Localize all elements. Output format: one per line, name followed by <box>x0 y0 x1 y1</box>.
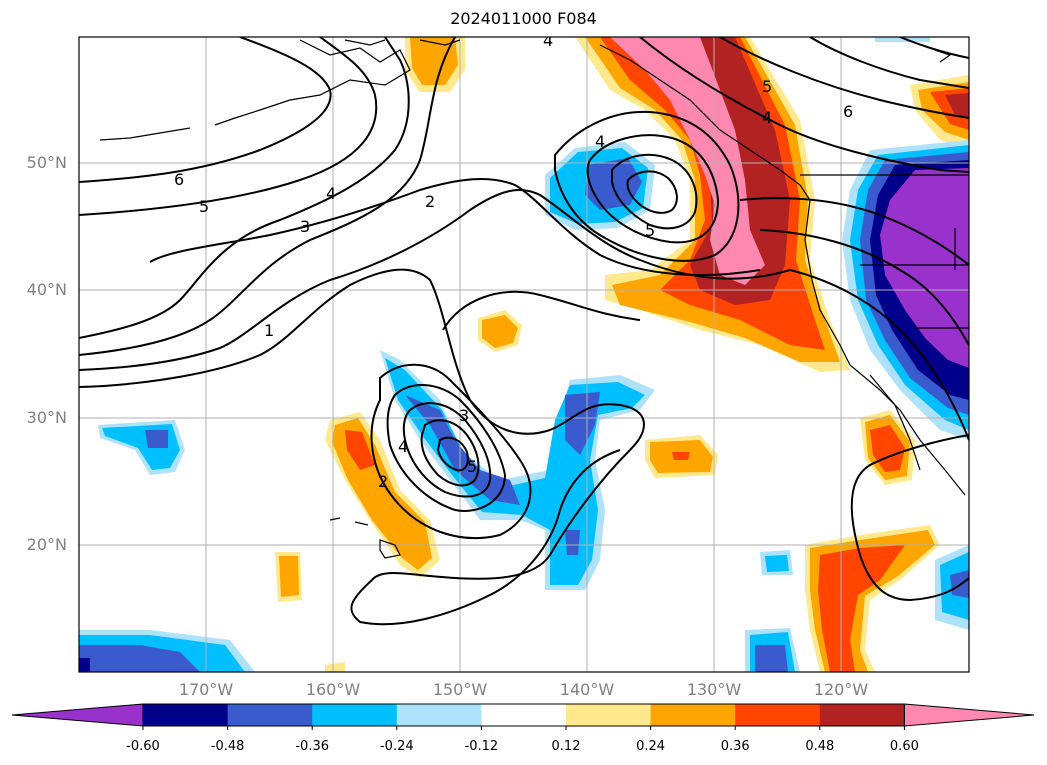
lon-label-140w: 140°W <box>559 680 615 699</box>
colorbar-segment <box>819 704 905 726</box>
lat-label-50n: 50°N <box>26 153 67 172</box>
positive-anomaly-north <box>405 37 465 92</box>
contour-label: 3 <box>300 217 310 236</box>
map-plot-area: 6 5 4 3 2 1 4 5 4 3 2 5 6 4 5 3 4 <box>79 31 969 672</box>
colorbar-label: 0.60 <box>889 739 919 754</box>
colorbar-label: -0.24 <box>379 739 414 754</box>
contour-label: 5 <box>762 77 772 96</box>
contour-label: 5 <box>645 221 655 240</box>
colorbar-label: -0.36 <box>295 739 330 754</box>
contour-label: 4 <box>543 31 553 50</box>
colorbar-extend-low <box>11 703 144 727</box>
colorbar-label: -0.48 <box>210 739 245 754</box>
positive-anomaly-hawaii <box>325 412 440 578</box>
contour-label: 5 <box>199 197 209 216</box>
colorbar-label: 0.12 <box>551 739 581 754</box>
lon-label-130w: 130°W <box>686 680 742 699</box>
colorbar-label: 0.24 <box>636 739 666 754</box>
colorbar-label: -0.12 <box>464 739 499 754</box>
lat-label-20n: 20°N <box>26 535 67 554</box>
colorbar-segment <box>566 704 652 726</box>
contour-lines <box>79 37 969 626</box>
contour-labels: 6 5 4 3 2 1 4 5 4 3 2 5 6 4 5 3 4 <box>174 31 853 491</box>
lon-label-150w: 150°W <box>432 680 488 699</box>
negative-anomaly-southwest <box>79 37 969 672</box>
colorbar-segment <box>143 704 229 726</box>
contour-label: 6 <box>174 170 184 189</box>
contour-label: 4 <box>326 184 336 203</box>
contour-label: 6 <box>843 102 853 121</box>
lat-label-30n: 30°N <box>26 408 67 427</box>
lon-label-120w: 120°W <box>813 680 869 699</box>
contour-label: 4 <box>398 437 408 456</box>
positive-anomaly-coast <box>575 37 850 372</box>
map-title: 2024011000 F084 <box>450 9 597 28</box>
colorbar-label: 0.36 <box>720 739 750 754</box>
contour-label: 2 <box>378 472 388 491</box>
contour-label: 5 <box>467 457 477 476</box>
colorbar-label: -0.60 <box>126 739 160 754</box>
colorbar-segment <box>735 704 821 726</box>
lon-label-160w: 160°W <box>305 680 361 699</box>
colorbar-label: 0.48 <box>805 739 835 754</box>
colorbar <box>11 703 1035 730</box>
contour-label: 4 <box>595 132 605 151</box>
graticule <box>79 37 969 672</box>
contour-label: 2 <box>425 192 435 211</box>
colorbar-segment <box>650 704 736 726</box>
colorbar-outline <box>142 703 905 727</box>
contour-label: 4 <box>762 108 772 127</box>
map-frame <box>78 36 970 673</box>
colorbar-segment <box>481 704 567 726</box>
colorbar-extend-high <box>903 703 1035 727</box>
colorbar-segment <box>312 704 398 726</box>
colorbar-segment <box>396 704 482 726</box>
lon-label-170w: 170°W <box>178 680 234 699</box>
coastlines <box>99 39 969 559</box>
positive-anomaly-small <box>275 310 915 672</box>
colorbar-segment <box>227 704 313 726</box>
contour-label: 1 <box>264 321 274 340</box>
contour-label: 3 <box>459 406 469 425</box>
lat-label-40n: 40°N <box>26 280 67 299</box>
